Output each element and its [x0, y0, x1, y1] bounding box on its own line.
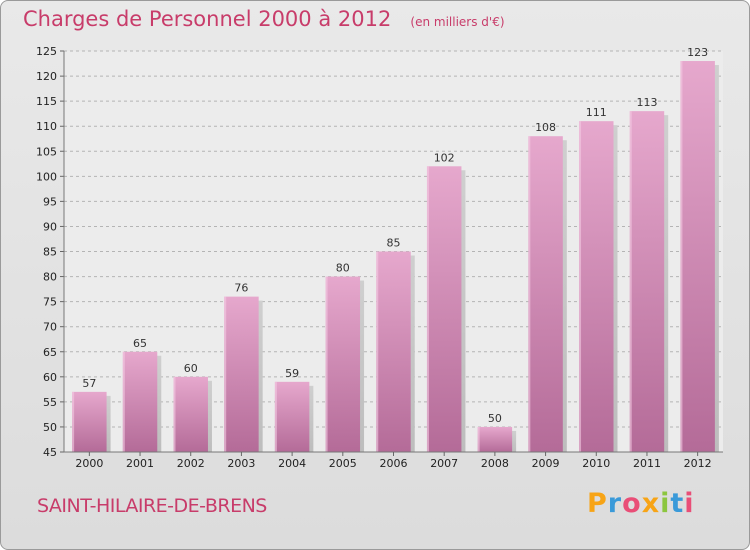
bar [224, 296, 259, 452]
y-tick-label: 65 [43, 346, 57, 359]
bar [579, 121, 614, 453]
y-tick-label: 95 [43, 195, 57, 208]
y-tick-label: 90 [43, 220, 57, 233]
bar-highlight [72, 391, 75, 452]
x-tick-label: 2012 [684, 457, 712, 470]
commune-name: SAINT-HILAIRE-DE-BRENS [37, 495, 267, 517]
x-tick-label: 2005 [329, 457, 357, 470]
bar [325, 276, 361, 452]
y-tick-label: 70 [43, 321, 57, 334]
data-labels: 57 65 60 76 59 80 85 102 50 108 111 113 123 [82, 46, 708, 425]
bar [528, 136, 563, 452]
x-tick-label: 2004 [278, 457, 306, 470]
data-label: 108 [535, 121, 556, 134]
data-label: 85 [387, 237, 401, 250]
chart-subtitle: (en milliers d'€) [410, 15, 505, 29]
y-tick-label: 85 [43, 246, 57, 259]
y-tick-label: 45 [43, 446, 57, 459]
y-tick-label: 60 [43, 371, 57, 384]
data-label: 50 [488, 412, 502, 425]
bar [122, 351, 158, 452]
y-tick-label: 105 [36, 145, 57, 158]
bar [629, 111, 665, 453]
x-tick-label: 2002 [177, 457, 205, 470]
data-label: 113 [636, 96, 657, 109]
data-label: 57 [82, 377, 96, 390]
y-tick-label: 75 [43, 296, 57, 309]
data-label: 111 [586, 106, 607, 119]
bar-highlight [477, 426, 480, 452]
axes: 45 50 55 60 65 70 75 80 85 90 95 100 105 110 115 120 125… [36, 45, 723, 470]
bar [426, 166, 462, 452]
bar-highlight [579, 121, 582, 453]
x-tick-label: 2008 [481, 457, 509, 470]
logo-letter: o [622, 488, 642, 519]
logo-letter: t [670, 488, 685, 519]
bar-highlight [528, 136, 531, 452]
y-tick-label: 100 [36, 170, 57, 183]
bar-highlight [173, 376, 176, 452]
bar-highlight [680, 61, 683, 453]
x-tick-label: 2001 [126, 457, 154, 470]
y-tick-label: 110 [36, 120, 57, 133]
bar [72, 391, 107, 452]
bar-highlight [325, 276, 328, 452]
x-tick-label: 2011 [633, 457, 661, 470]
chart-header: Charges de Personnel 2000 à 2012 (en mil… [23, 7, 505, 31]
bar [477, 426, 513, 452]
data-label: 59 [285, 367, 299, 380]
bar [274, 381, 310, 452]
y-tick-label: 125 [36, 45, 57, 58]
data-label: 65 [133, 337, 147, 350]
data-label: 102 [434, 151, 455, 164]
logo-letter: i [660, 488, 671, 519]
y-tick-label: 120 [36, 70, 57, 83]
bar [680, 61, 715, 453]
data-label: 60 [184, 362, 198, 375]
bars [72, 61, 719, 453]
bar [376, 251, 411, 452]
bar-highlight [122, 351, 125, 452]
data-label: 123 [687, 46, 708, 59]
chart-title: Charges de Personnel 2000 à 2012 [23, 7, 392, 31]
logo-letter: P [587, 488, 608, 519]
y-tick-label: 115 [36, 95, 57, 108]
x-tick-label: 2007 [430, 457, 458, 470]
bar-highlight [426, 166, 429, 452]
logo-letter: i [684, 488, 695, 519]
bar-highlight [224, 296, 227, 452]
x-tick-label: 2000 [75, 457, 103, 470]
data-label: 76 [234, 282, 248, 295]
x-tick-label: 2010 [582, 457, 610, 470]
x-tick-label: 2009 [532, 457, 560, 470]
y-tick-label: 55 [43, 396, 57, 409]
bar-highlight [629, 111, 632, 453]
x-tick-label: 2003 [227, 457, 255, 470]
y-tick-label: 80 [43, 271, 57, 284]
logo-letter: x [641, 488, 661, 519]
data-label: 80 [336, 262, 350, 275]
proxiti-logo: Proxiti [587, 488, 695, 519]
logo-letter: r [607, 488, 623, 519]
x-tick-label: 2006 [380, 457, 408, 470]
bar-highlight [376, 251, 379, 452]
bar [173, 376, 208, 452]
y-tick-label: 50 [43, 421, 57, 434]
bar-highlight [274, 381, 277, 452]
